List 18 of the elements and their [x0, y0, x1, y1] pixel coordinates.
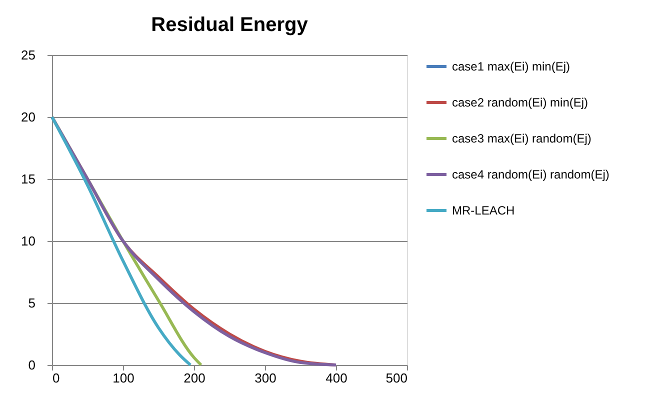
- y-tick-label: 25: [21, 48, 36, 62]
- y-tick-label: 15: [21, 172, 36, 186]
- x-tick-label: 100: [112, 370, 134, 386]
- y-tick-label: 10: [21, 234, 36, 248]
- y-tick-label: 5: [28, 296, 36, 310]
- x-tick-label: 0: [52, 370, 60, 386]
- x-tick-label: 400: [326, 370, 348, 386]
- x-tick-label: 200: [184, 370, 206, 386]
- legend-label: case1 max(Ei) min(Ej): [452, 60, 570, 74]
- x-tick-label: 300: [254, 370, 276, 386]
- y-tick-label: 0: [28, 358, 36, 372]
- chart-title: Residual Energy: [151, 14, 309, 36]
- legend-label: case4 random(Ei) random(Ej): [452, 168, 610, 182]
- y-tick-label: 20: [21, 110, 36, 124]
- x-tick-label: 500: [386, 370, 408, 386]
- legend-label: MR-LEACH: [452, 204, 515, 218]
- legend-label: case3 max(Ei) random(Ej): [452, 132, 592, 146]
- legend-label: case2 random(Ei) min(Ej): [452, 96, 588, 110]
